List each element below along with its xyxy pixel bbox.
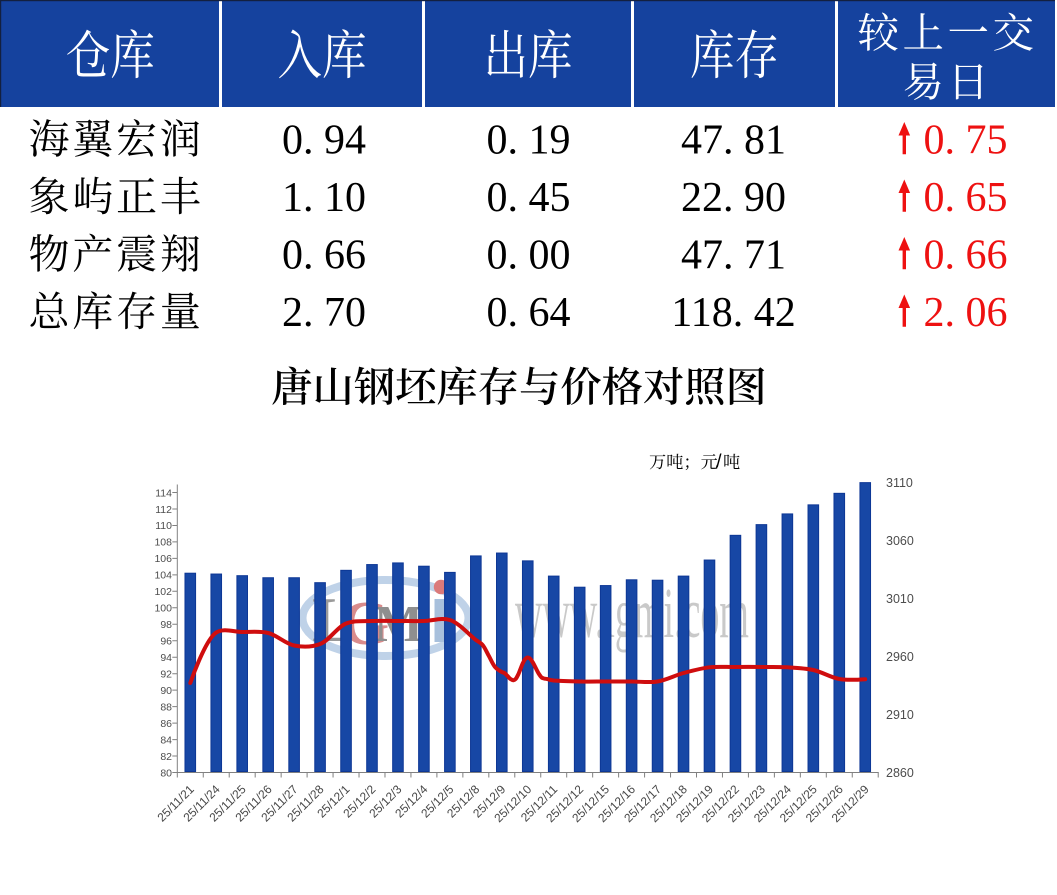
svg-text:108: 108 xyxy=(154,537,172,549)
svg-text:94: 94 xyxy=(160,652,172,664)
svg-text:0. 65: 0. 65 xyxy=(924,175,1008,221)
svg-text:2910: 2910 xyxy=(886,708,914,722)
svg-text:0. 66: 0. 66 xyxy=(282,233,366,279)
svg-text:92: 92 xyxy=(160,669,172,681)
svg-text:0. 94: 0. 94 xyxy=(282,118,366,164)
svg-text:2860: 2860 xyxy=(886,766,914,780)
svg-text:0. 64: 0. 64 xyxy=(487,290,571,336)
svg-text:0. 45: 0. 45 xyxy=(487,175,571,221)
svg-text:98: 98 xyxy=(160,619,172,631)
svg-text:80: 80 xyxy=(160,767,172,779)
svg-text:106: 106 xyxy=(154,553,172,565)
svg-text:90: 90 xyxy=(160,685,172,697)
svg-text:22. 90: 22. 90 xyxy=(681,175,786,221)
svg-text:112: 112 xyxy=(155,504,172,516)
svg-text:0. 75: 0. 75 xyxy=(924,118,1008,164)
svg-text:0. 19: 0. 19 xyxy=(487,118,571,164)
svg-text:47. 71: 47. 71 xyxy=(681,233,786,279)
svg-text:86: 86 xyxy=(160,718,172,730)
svg-text:3010: 3010 xyxy=(886,592,914,606)
svg-text:96: 96 xyxy=(160,636,172,648)
svg-text:102: 102 xyxy=(154,586,172,598)
svg-text:47. 81: 47. 81 xyxy=(681,118,786,164)
svg-text:2. 70: 2. 70 xyxy=(282,290,366,336)
svg-text:3110: 3110 xyxy=(886,476,913,490)
svg-text:82: 82 xyxy=(160,751,172,763)
svg-text:118. 42: 118. 42 xyxy=(671,290,795,336)
svg-text:2. 06: 2. 06 xyxy=(924,290,1008,336)
svg-text:3060: 3060 xyxy=(886,534,914,548)
svg-text:88: 88 xyxy=(160,701,172,713)
svg-text:/: / xyxy=(716,452,722,473)
svg-text:84: 84 xyxy=(160,734,172,746)
svg-text:0. 66: 0. 66 xyxy=(924,233,1008,279)
svg-text:1. 10: 1. 10 xyxy=(282,175,366,221)
svg-text:104: 104 xyxy=(154,570,172,582)
svg-text:0. 00: 0. 00 xyxy=(487,233,571,279)
svg-text:110: 110 xyxy=(155,520,172,532)
svg-text:2960: 2960 xyxy=(886,650,914,664)
svg-text:114: 114 xyxy=(155,487,172,499)
svg-text:100: 100 xyxy=(154,603,172,615)
